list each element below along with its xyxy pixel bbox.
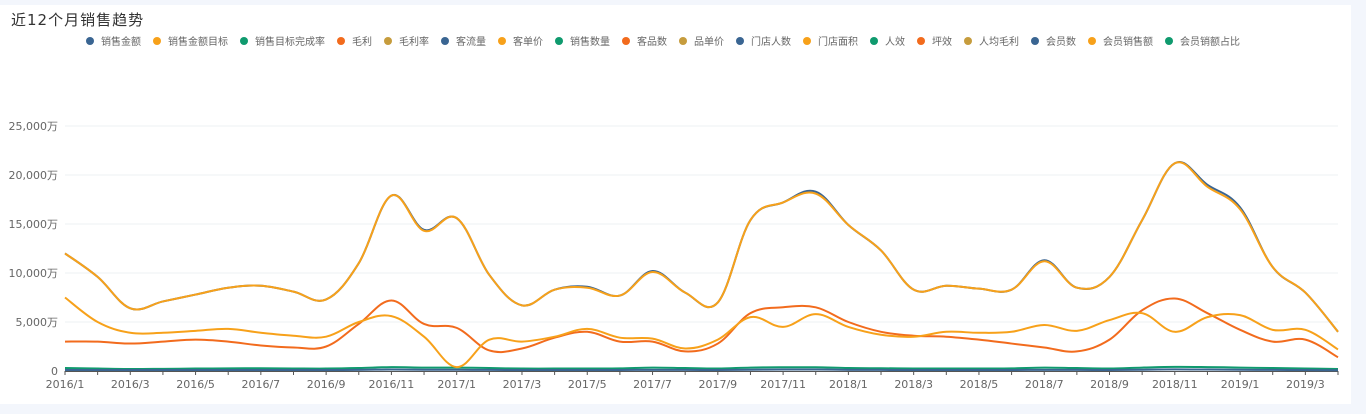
y-tick-label: 10,000万 [9,267,59,280]
series-line-销售金额目标 [64,161,1339,333]
x-tick-label: 2016/3 [111,378,150,391]
legend-label: 会员销售额 [1103,37,1153,48]
legend-dot-icon [964,36,972,45]
legend-label: 人效 [885,37,905,48]
x-tick-label: 2016/1 [46,378,85,391]
x-tick-label: 2017/1 [437,378,476,391]
legend-label: 客单价 [513,37,543,48]
legend-label: 品单价 [694,37,724,48]
legend-label: 毛利率 [399,37,429,48]
legend-label: 毛利 [352,37,372,48]
legend-dot-icon [384,36,392,45]
x-tick-label: 2016/5 [176,378,215,391]
x-tick-label: 2018/3 [894,378,933,391]
legend-item[interactable]: 毛利率 [384,33,429,48]
legend-item[interactable]: 销售金额目标 [153,33,228,48]
legend-item[interactable]: 品单价 [679,33,724,48]
legend-label: 会员销额占比 [1180,37,1240,48]
y-tick-label: 5,000万 [16,316,59,329]
legend-item[interactable]: 会员数 [1031,33,1076,48]
legend-item[interactable]: 销售数量 [555,33,610,48]
legend-label: 销售目标完成率 [255,37,325,48]
legend-dot-icon [240,36,248,45]
legend-dot-icon [1165,36,1173,45]
x-tick-label: 2017/11 [760,378,806,391]
x-tick-label: 2016/7 [241,378,280,391]
y-tick-label: 15,000万 [9,218,59,231]
x-tick-label: 2017/7 [633,378,672,391]
y-tick-label: 25,000万 [9,120,59,133]
legend-item[interactable]: 会员销售额 [1088,33,1153,48]
legend-dot-icon [1031,36,1039,45]
legend-label: 门店人数 [751,37,791,48]
legend-label: 客流量 [456,37,486,48]
chart-legend: 销售金额 销售金额目标 销售目标完成率 毛利 毛利率 客流量 客单价 销售数量 客品数 品单价 门店… [86,33,1252,48]
legend-item[interactable]: 人效 [870,33,905,48]
chart-title: 近12个月销售趋势 [11,11,145,29]
x-tick-label: 2018/5 [960,378,999,391]
chart-panel [0,5,1351,404]
series-line-毛利 [64,297,1339,359]
legend-dot-icon [736,36,744,45]
legend-dot-icon [622,36,630,45]
x-tick-label: 2017/9 [698,378,737,391]
legend-dot-icon [679,36,687,45]
legend-item[interactable]: 销售金额 [86,33,141,48]
legend-dot-icon [153,36,161,45]
legend-dot-icon [337,36,345,45]
x-tick-label: 2018/7 [1025,378,1064,391]
legend-item[interactable]: 毛利 [337,33,372,48]
legend-dot-icon [441,36,449,45]
legend-item[interactable]: 客流量 [441,33,486,48]
x-tick-label: 2018/9 [1090,378,1129,391]
legend-label: 坪效 [932,37,952,48]
series-line-会员数 [65,368,1339,372]
x-tick-label: 2017/3 [503,378,542,391]
legend-item[interactable]: 会员销额占比 [1165,33,1240,48]
legend-item[interactable]: 销售目标完成率 [240,33,325,48]
legend-label: 销售金额目标 [168,37,228,48]
x-tick-label: 2016/9 [307,378,346,391]
legend-label: 客品数 [637,37,667,48]
legend-label: 门店面积 [818,37,858,48]
legend-dot-icon [1088,36,1096,45]
legend-label: 会员数 [1046,37,1076,48]
legend-dot-icon [555,36,563,45]
legend-label: 人均毛利 [979,37,1019,48]
x-tick-label: 2018/1 [829,378,868,391]
legend-item[interactable]: 门店面积 [803,33,858,48]
x-tick-label: 2017/5 [568,378,607,391]
legend-dot-icon [803,36,811,45]
series-line-客单价 [64,296,1339,369]
legend-dot-icon [498,36,506,45]
legend-label: 销售金额 [101,37,141,48]
legend-dot-icon [917,36,925,45]
series-line-销售目标完成率 [64,365,1339,371]
x-tick-label: 2016/11 [369,378,415,391]
y-tick-label: 0 [51,365,58,378]
legend-label: 销售数量 [570,37,610,48]
legend-item[interactable]: 门店人数 [736,33,791,48]
legend-item[interactable]: 客品数 [622,33,667,48]
x-tick-label: 2018/11 [1152,378,1198,391]
legend-dot-icon [870,36,878,45]
legend-dot-icon [86,36,94,45]
legend-item[interactable]: 坪效 [917,33,952,48]
x-tick-label: 2019/3 [1286,378,1325,391]
y-tick-label: 20,000万 [9,169,59,182]
legend-item[interactable]: 客单价 [498,33,543,48]
x-tick-label: 2019/1 [1221,378,1260,391]
legend-item[interactable]: 人均毛利 [964,33,1019,48]
